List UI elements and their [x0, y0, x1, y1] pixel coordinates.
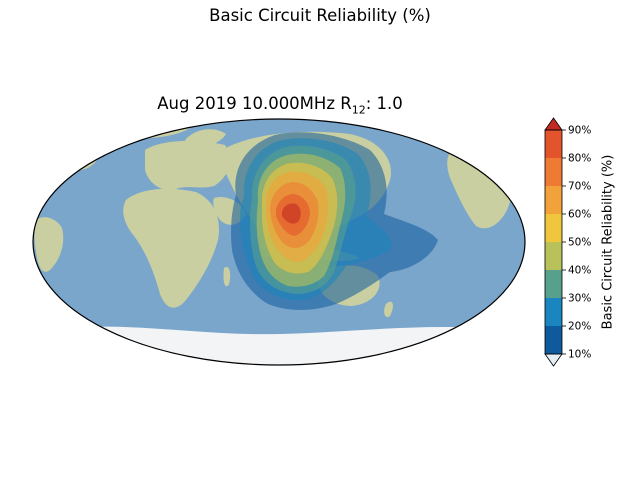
- colorbar-tick-label: 50%: [568, 237, 591, 249]
- colorbar-segment: [545, 270, 562, 298]
- colorbar-segment: [545, 158, 562, 186]
- colorbar-segment: [545, 326, 562, 354]
- colorbar-tick-label: 40%: [568, 265, 591, 277]
- figure-title: Basic Circuit Reliability (%): [209, 6, 431, 25]
- colorbar-over-arrow: [544, 117, 563, 131]
- land-antarctica: [60, 326, 500, 365]
- colorbar-segment: [545, 186, 562, 214]
- colorbar-segment: [545, 214, 562, 242]
- contour-90: [282, 203, 301, 224]
- land-south-america: [34, 217, 64, 272]
- land-new-zealand: [384, 301, 393, 318]
- land-africa: [123, 188, 220, 308]
- reliability-contours: [231, 132, 438, 310]
- colorbar-segment: [545, 242, 562, 270]
- colorbar-segment: [545, 130, 562, 158]
- colorbar: 10% 20% 30% 40% 50% 60% 70% 80% 90%: [544, 117, 591, 367]
- map-title-subscript: 12: [351, 103, 366, 117]
- colorbar-tick-label: 90%: [568, 125, 591, 137]
- colorbar-tick-label: 70%: [568, 181, 591, 193]
- map-title: Aug 2019 10.000MHz R12: 1.0: [30, 94, 530, 116]
- colorbar-under-arrow: [544, 353, 563, 367]
- land-europe: [145, 140, 230, 191]
- colorbar-tick-label: 20%: [568, 321, 591, 333]
- map-border: [32, 118, 526, 366]
- colorbar-segment: [545, 298, 562, 326]
- colorbar-tick-label: 30%: [568, 293, 591, 305]
- land-madagascar: [223, 266, 231, 287]
- colorbar-tick-label: 10%: [568, 349, 591, 361]
- colorbar-tick-label: 60%: [568, 209, 591, 221]
- land-scandinavia: [185, 129, 226, 148]
- map-title-suffix: : 1.0: [365, 94, 403, 113]
- colorbar-label: Basic Circuit Reliability (%): [600, 154, 616, 330]
- colorbar-tick-label: 80%: [568, 153, 591, 165]
- world-map: [32, 118, 526, 366]
- map-title-text: Aug 2019 10.000MHz R: [157, 94, 352, 113]
